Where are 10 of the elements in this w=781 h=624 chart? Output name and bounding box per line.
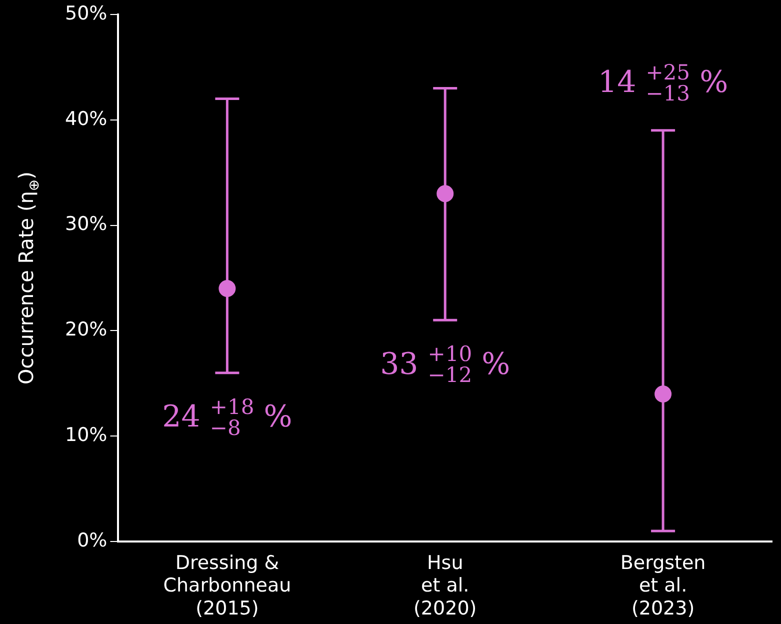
y-axis-title: Occurrence Rate (η⊕) xyxy=(14,172,43,384)
y-tick-label: 20% xyxy=(64,318,108,341)
y-tick-label: 40% xyxy=(64,108,108,130)
y-tick-label: 10% xyxy=(64,424,108,446)
y-tick-label: 50% xyxy=(64,2,108,24)
x-tick-label: Hsu et al. (2020) xyxy=(414,552,477,620)
x-tick-label: Bergsten et al. (2023) xyxy=(620,552,706,620)
x-tick-label: Dressing & Charbonneau (2015) xyxy=(163,552,292,620)
y-tick-label: 30% xyxy=(64,213,108,236)
y-tick-label: 0% xyxy=(77,530,108,552)
